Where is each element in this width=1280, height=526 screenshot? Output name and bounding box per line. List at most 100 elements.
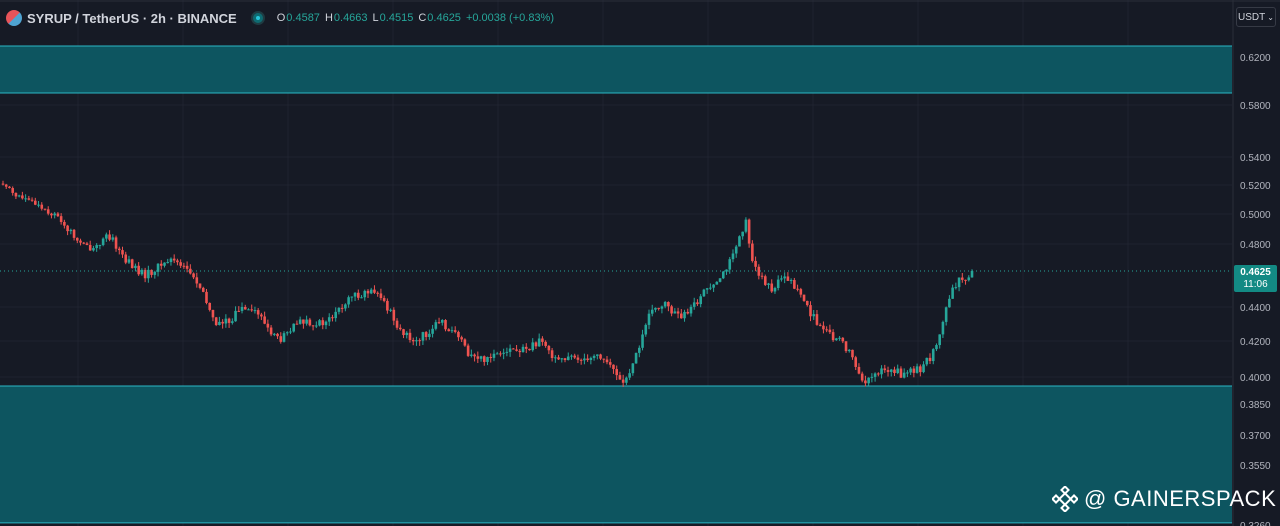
candle: [395, 318, 399, 330]
candle-body: [302, 319, 305, 324]
candle: [473, 353, 476, 362]
candle-body: [127, 259, 131, 263]
candle: [221, 319, 224, 329]
candle-body: [628, 373, 631, 378]
candle: [143, 267, 147, 283]
candle-body: [289, 331, 292, 333]
candle-body: [447, 329, 451, 332]
candle: [844, 341, 848, 353]
candle: [573, 353, 577, 359]
candle: [30, 197, 34, 202]
candle-body: [667, 302, 670, 307]
candle-body: [260, 314, 263, 317]
candle-body: [279, 336, 283, 342]
bar-countdown: 11:06: [1243, 278, 1268, 290]
price-axis-label: 0.5400: [1240, 153, 1271, 164]
candle-body: [599, 354, 602, 359]
candle: [699, 294, 702, 308]
candle-body: [767, 283, 770, 285]
candle-body: [734, 246, 738, 254]
candle: [505, 347, 509, 357]
candle: [231, 318, 234, 325]
candle: [66, 224, 69, 236]
candle: [825, 326, 828, 333]
candle: [373, 285, 376, 295]
candle-body: [11, 188, 14, 193]
candle: [870, 373, 874, 383]
candle-body: [424, 332, 428, 337]
candle: [880, 365, 883, 379]
support-zone: [0, 386, 1232, 523]
candle-body: [440, 320, 444, 323]
candle-body: [625, 377, 628, 383]
candle: [902, 368, 906, 379]
candle: [263, 311, 266, 325]
candle-body: [376, 292, 379, 294]
candle-body: [938, 334, 941, 346]
candle: [676, 307, 680, 319]
candle: [237, 306, 241, 313]
candle-body: [760, 275, 764, 277]
candle-body: [263, 316, 266, 324]
candle-body: [243, 306, 247, 310]
price-axis-label: 0.4000: [1240, 373, 1271, 384]
candle-body: [944, 307, 948, 322]
candle-body: [793, 280, 796, 289]
symbol-title[interactable]: SYRUP / TetherUS · 2h · BINANCE: [27, 10, 237, 26]
candle-body: [437, 322, 441, 324]
candle: [657, 307, 660, 311]
candle-body: [66, 225, 69, 232]
candle-body: [405, 332, 409, 336]
candle: [334, 307, 337, 322]
candle-body: [298, 319, 302, 324]
candle-body: [495, 353, 499, 355]
candle-body: [970, 271, 974, 278]
candle: [728, 256, 732, 274]
candle-body: [550, 350, 554, 359]
candle: [592, 354, 596, 361]
candle: [482, 355, 486, 366]
candle-body: [696, 302, 699, 305]
candle-body: [72, 229, 76, 238]
candle-body: [50, 213, 53, 216]
candle: [24, 194, 27, 202]
candle: [686, 308, 690, 315]
candle: [528, 348, 531, 351]
candle: [344, 303, 347, 312]
candle-body: [218, 321, 221, 326]
candle-body: [169, 258, 173, 263]
candle: [554, 355, 557, 363]
candle: [159, 260, 163, 270]
symbol-logo-icon: [6, 10, 22, 26]
candle-body: [53, 213, 56, 216]
candle: [337, 307, 341, 315]
candle-body: [954, 287, 958, 289]
candle-body: [919, 366, 922, 373]
candle: [260, 312, 263, 321]
candle-body: [899, 368, 903, 378]
candle: [457, 330, 460, 341]
candle-body: [189, 268, 192, 274]
candle-body: [88, 244, 92, 251]
candle-body: [205, 291, 208, 303]
candle-body: [340, 307, 344, 309]
candle: [234, 306, 237, 322]
candle-body: [153, 271, 157, 275]
candle-body: [596, 354, 599, 356]
candle: [951, 284, 954, 299]
candle: [285, 331, 289, 336]
candle-body: [744, 219, 748, 232]
candle: [608, 358, 612, 368]
candle-body: [108, 234, 111, 240]
candle: [502, 348, 505, 360]
candle-body: [796, 288, 799, 290]
candle-body: [699, 296, 702, 305]
currency-select[interactable]: USDT ⌄: [1236, 7, 1276, 27]
candle: [967, 275, 971, 282]
candle-body: [85, 243, 89, 245]
candle-body: [964, 279, 967, 281]
candle-body: [641, 334, 644, 348]
candle-body: [770, 283, 774, 292]
candle: [550, 347, 554, 362]
